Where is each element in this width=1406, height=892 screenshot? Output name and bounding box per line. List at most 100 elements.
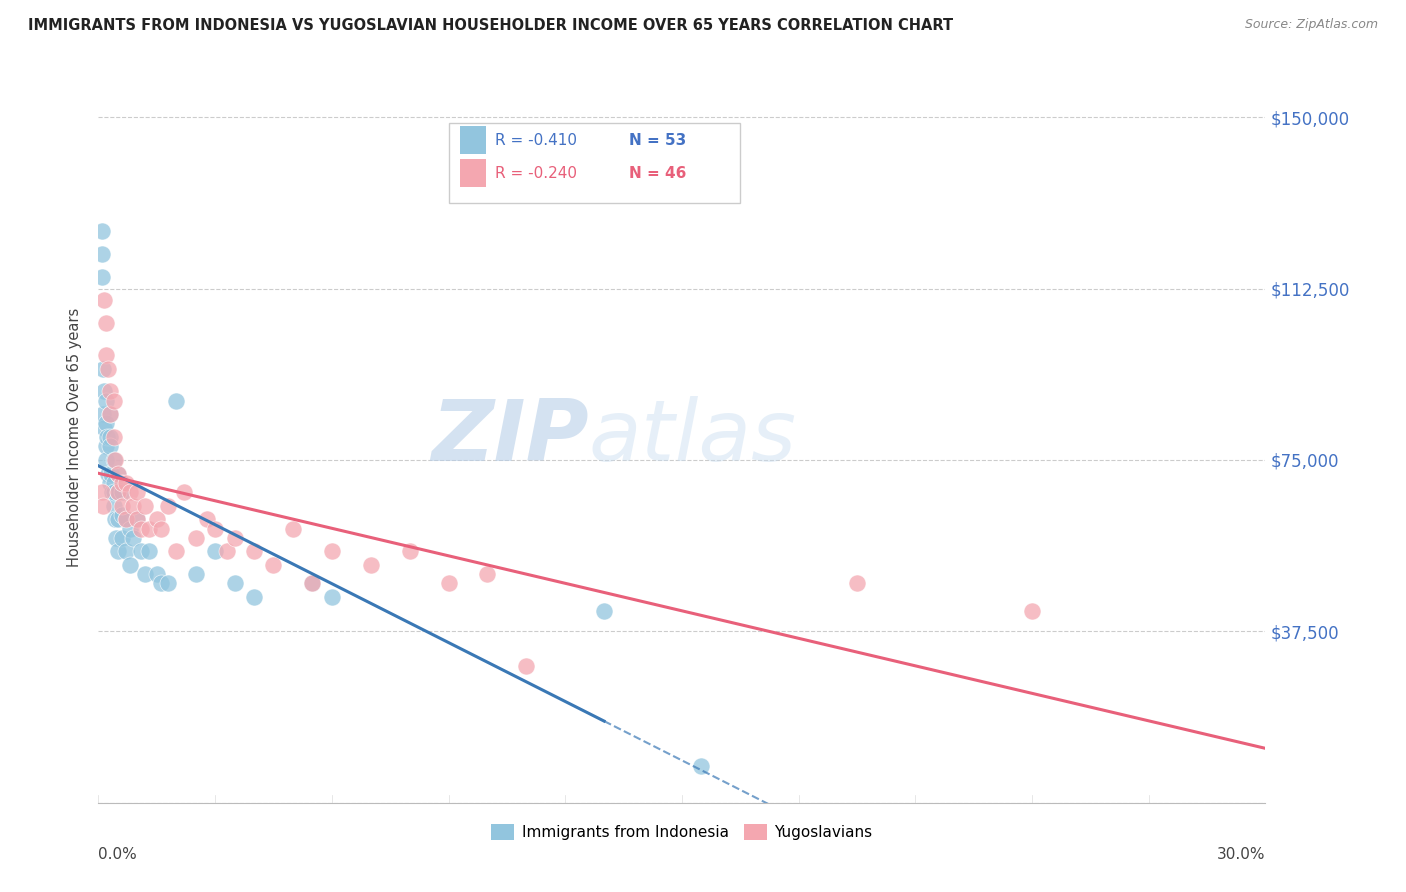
- Point: [103, 430, 125, 444]
- Point: [281, 521, 304, 535]
- Point: [107, 512, 129, 526]
- Point: [97, 361, 120, 376]
- Text: atlas: atlas: [589, 395, 797, 479]
- Bar: [460, 127, 486, 154]
- Point: [846, 576, 869, 591]
- Point: [127, 484, 149, 499]
- Bar: [460, 159, 486, 187]
- Point: [93, 293, 115, 307]
- Point: [243, 590, 266, 604]
- Point: [103, 453, 125, 467]
- Point: [118, 484, 141, 499]
- Point: [107, 467, 129, 481]
- Point: [104, 453, 127, 467]
- Point: [129, 544, 152, 558]
- Point: [134, 567, 156, 582]
- Point: [96, 439, 118, 453]
- Point: [96, 348, 118, 362]
- Text: IMMIGRANTS FROM INDONESIA VS YUGOSLAVIAN HOUSEHOLDER INCOME OVER 65 YEARS CORREL: IMMIGRANTS FROM INDONESIA VS YUGOSLAVIAN…: [28, 18, 953, 33]
- Point: [129, 521, 152, 535]
- Point: [96, 430, 118, 444]
- Point: [103, 393, 125, 408]
- Text: N = 46: N = 46: [630, 166, 686, 180]
- Point: [114, 475, 136, 490]
- Point: [97, 467, 120, 481]
- Point: [101, 484, 124, 499]
- Point: [118, 558, 141, 573]
- Point: [122, 499, 145, 513]
- Point: [437, 576, 460, 591]
- Point: [593, 604, 616, 618]
- Point: [114, 512, 136, 526]
- Point: [107, 467, 129, 481]
- Point: [91, 247, 114, 261]
- Point: [215, 544, 238, 558]
- Point: [107, 544, 129, 558]
- Point: [104, 512, 127, 526]
- Point: [204, 521, 226, 535]
- Point: [90, 224, 112, 238]
- Point: [96, 453, 118, 467]
- Point: [184, 567, 207, 582]
- Point: [111, 475, 134, 490]
- Y-axis label: Householder Income Over 65 years: Householder Income Over 65 years: [67, 308, 83, 566]
- Text: ZIP: ZIP: [430, 395, 589, 479]
- Point: [103, 484, 125, 499]
- Point: [173, 484, 195, 499]
- Point: [96, 393, 118, 408]
- Point: [398, 544, 420, 558]
- Point: [138, 521, 160, 535]
- FancyBboxPatch shape: [449, 122, 741, 203]
- Point: [118, 521, 141, 535]
- Point: [127, 512, 149, 526]
- Legend: Immigrants from Indonesia, Yugoslavians: Immigrants from Indonesia, Yugoslavians: [485, 818, 879, 847]
- Text: 0.0%: 0.0%: [98, 847, 138, 862]
- Text: N = 53: N = 53: [630, 133, 686, 147]
- Point: [149, 521, 172, 535]
- Point: [114, 544, 136, 558]
- Text: 30.0%: 30.0%: [1218, 847, 1265, 862]
- Point: [301, 576, 323, 591]
- Point: [204, 544, 226, 558]
- Point: [122, 531, 145, 545]
- Point: [98, 384, 121, 399]
- Point: [146, 567, 169, 582]
- Point: [103, 475, 125, 490]
- Text: Source: ZipAtlas.com: Source: ZipAtlas.com: [1244, 18, 1378, 31]
- Point: [111, 531, 134, 545]
- Point: [690, 759, 713, 773]
- Point: [1021, 604, 1043, 618]
- Point: [477, 567, 499, 582]
- Point: [93, 384, 115, 399]
- Point: [149, 576, 172, 591]
- Point: [98, 407, 121, 421]
- Point: [93, 361, 115, 376]
- Point: [301, 576, 323, 591]
- Text: R = -0.410: R = -0.410: [495, 133, 578, 147]
- Point: [104, 531, 127, 545]
- Point: [98, 475, 121, 490]
- Point: [157, 576, 180, 591]
- Point: [165, 544, 187, 558]
- Point: [243, 544, 266, 558]
- Point: [107, 484, 129, 499]
- Point: [127, 512, 149, 526]
- Point: [96, 417, 118, 431]
- Point: [165, 393, 187, 408]
- Point: [91, 407, 114, 421]
- Point: [321, 590, 343, 604]
- Point: [515, 658, 537, 673]
- Point: [224, 576, 246, 591]
- Point: [98, 439, 121, 453]
- Point: [98, 407, 121, 421]
- Point: [224, 531, 246, 545]
- Point: [195, 512, 218, 526]
- Point: [93, 421, 115, 435]
- Point: [146, 512, 169, 526]
- Point: [157, 499, 180, 513]
- Point: [360, 558, 382, 573]
- Point: [184, 531, 207, 545]
- Point: [91, 499, 114, 513]
- Point: [100, 467, 122, 481]
- Point: [91, 270, 114, 285]
